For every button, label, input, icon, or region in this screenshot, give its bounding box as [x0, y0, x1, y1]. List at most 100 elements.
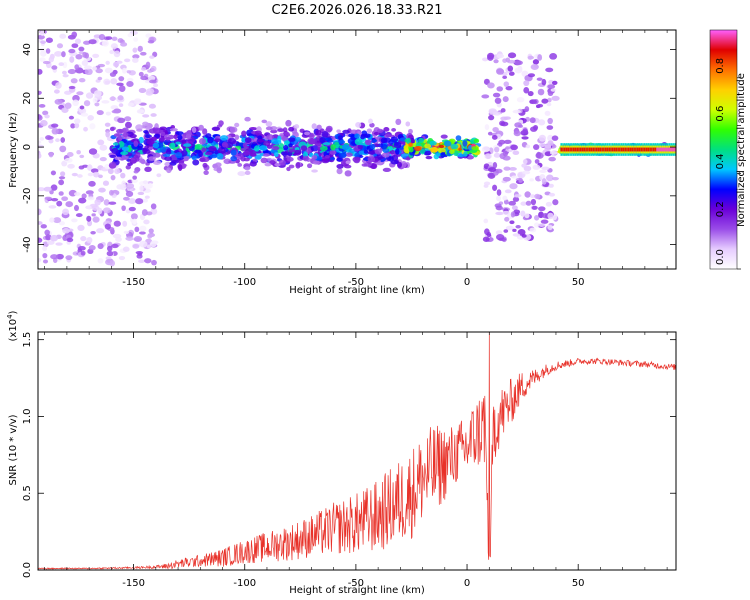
spectrogram-band-cell — [670, 147, 673, 152]
spectrogram-cell — [122, 220, 128, 227]
spectrogram-cell — [516, 97, 525, 103]
spectrogram-cell — [120, 42, 128, 47]
spectrogram-cell — [307, 137, 316, 145]
spectrogram-cell — [203, 170, 209, 176]
spectrogram-cell — [84, 68, 93, 76]
spectrogram-cell — [140, 75, 148, 81]
snr-xtick-label: 0 — [464, 578, 470, 589]
spectrogram-cell — [357, 144, 364, 150]
spectrogram-cell — [350, 129, 358, 135]
spectrogram-cell — [136, 109, 145, 114]
spectrogram-cell — [175, 131, 184, 136]
spectrogram-cell — [42, 259, 49, 264]
spectrogram-cell — [159, 126, 167, 131]
spectrogram-cell — [483, 218, 489, 224]
spectrogram-cell — [237, 163, 243, 167]
spectrogram-cell — [53, 89, 60, 94]
spectrogram-panel: -150 -100 -50 0 50 -40 -20 0 20 40 Height of stra… — [8, 29, 677, 296]
spectrogram-cell — [322, 142, 331, 146]
spectrogram-cell — [529, 227, 537, 233]
spectrogram-cell — [38, 257, 42, 263]
spectrogram-cell — [367, 156, 376, 163]
spectrogram-cell — [548, 156, 556, 162]
spectrogram-cell — [329, 157, 336, 161]
spectrogram-cell — [62, 74, 69, 78]
spectrogram-cell — [500, 121, 509, 127]
spectrogram-cell — [531, 205, 538, 210]
spectrogram-cell — [117, 117, 126, 124]
spectrogram-cell — [496, 68, 505, 75]
spectrogram-cell — [505, 225, 514, 231]
spectrogram-band-cell — [572, 147, 575, 152]
spectrogram-cell — [244, 166, 251, 171]
spectrogram-cell — [106, 250, 114, 257]
spectrogram-cell — [512, 150, 520, 155]
spectrogram-cell — [545, 67, 554, 73]
spectrogram-cell — [147, 233, 153, 239]
spectrogram-cell — [86, 215, 92, 222]
spectrogram-cell — [324, 137, 333, 142]
spectrogram-cell — [43, 186, 52, 192]
spectrogram-cell — [316, 124, 322, 130]
spectrogram-cell — [546, 125, 554, 130]
spectrogram-cell — [83, 126, 88, 132]
spectrogram-cell — [308, 132, 315, 139]
spectrogram-band-cell — [643, 147, 646, 152]
spectrogram-cell — [293, 149, 302, 156]
spectrogram-band-cell — [631, 147, 634, 152]
spectrogram-cell — [146, 88, 155, 95]
spectrogram-cell — [143, 130, 149, 134]
spectrogram-cell — [76, 149, 81, 155]
spectrogram-cell — [132, 47, 138, 53]
spectrogram-cell — [50, 197, 59, 202]
spectrogram-cell — [487, 172, 496, 179]
colorbar-tick-label: 0.8 — [715, 58, 726, 74]
spectrogram-cell — [548, 192, 556, 197]
spectrogram-cell — [383, 134, 392, 138]
spectrogram-cell — [111, 147, 119, 154]
spectrogram-cell — [116, 82, 124, 87]
spectrogram-band-cell — [611, 147, 614, 152]
spectrogram-band-cell — [587, 147, 589, 152]
spectrogram-cell — [181, 149, 188, 157]
spectrogram-cell — [537, 223, 546, 227]
spectrogram-cells — [38, 30, 676, 267]
spectrogram-cell — [509, 220, 515, 225]
spectrogram-cell — [525, 144, 531, 149]
spectrogram-cell — [192, 159, 200, 166]
spectrogram-band-cell — [583, 147, 586, 152]
spectrogram-cell — [302, 156, 309, 162]
spectrogram-cell — [47, 136, 54, 140]
spectrogram-cell — [38, 68, 43, 75]
spectrogram-cell — [364, 133, 371, 138]
spectrogram-cell — [310, 145, 319, 152]
spectrogram-cell — [320, 146, 328, 151]
spectrogram-cell — [509, 183, 518, 190]
spectrogram-cell — [395, 118, 402, 126]
spectrogram-cell — [98, 34, 106, 41]
spectrogram-cell — [393, 141, 402, 149]
spectrogram-cell — [495, 211, 504, 216]
spectrogram-cell — [124, 116, 132, 122]
spectrogram-cell — [88, 148, 98, 155]
spectrogram-cell — [120, 172, 126, 179]
spectrogram-cell — [504, 216, 510, 222]
spectrogram-cell — [514, 60, 523, 66]
spectrogram-cell — [169, 127, 178, 132]
spectrogram-cell — [500, 116, 508, 121]
spectrogram-cell — [118, 103, 124, 107]
spectrogram-cell — [395, 148, 400, 155]
spectrogram-cell — [424, 150, 432, 156]
spectrogram-cell — [127, 102, 135, 107]
spectrogram-band-cell — [615, 147, 618, 152]
spectrogram-cell — [39, 57, 46, 62]
spectrogram-cell — [56, 200, 63, 207]
spectrogram-cell — [518, 124, 523, 128]
spectrogram-cell — [87, 164, 93, 171]
spectrogram-cell — [109, 50, 114, 55]
spectrogram-cell — [507, 65, 514, 72]
spectrogram-cell — [513, 130, 521, 137]
spectrogram-band-cell — [668, 147, 671, 152]
spectrogram-band-cell — [642, 147, 644, 152]
spectrogram-cell — [533, 144, 540, 151]
